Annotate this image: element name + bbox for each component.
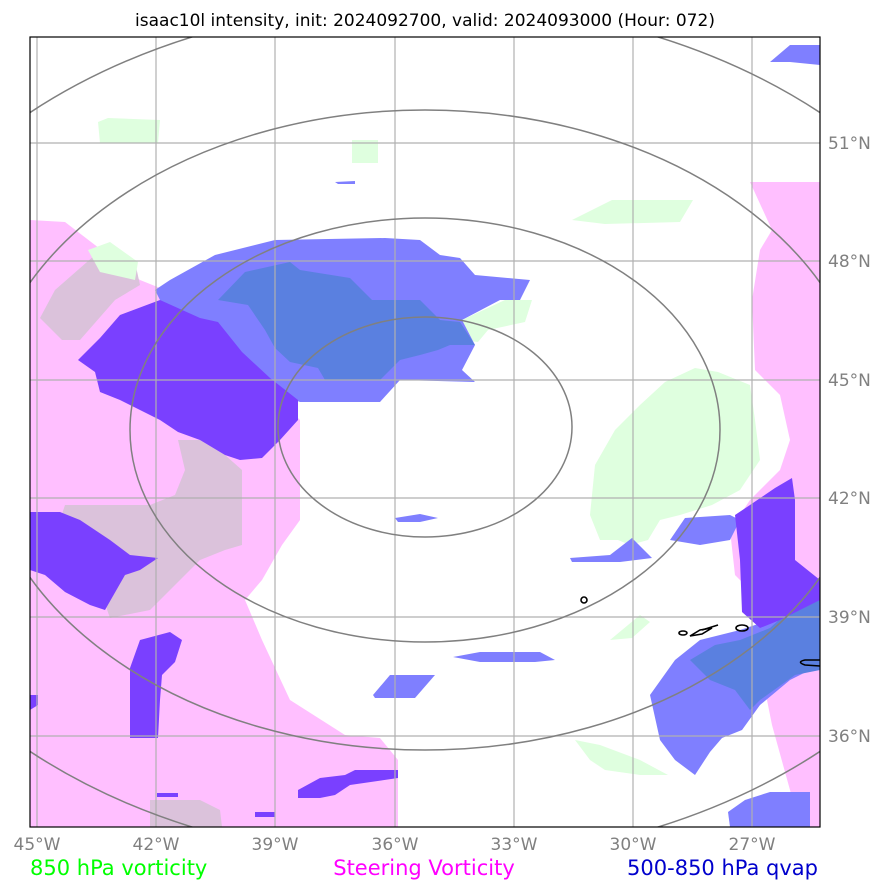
qvap-dark-region-edge: [30, 695, 38, 710]
map-frame: [29, 36, 821, 828]
contour-2: [678, 630, 688, 636]
qvap-region-strip-3: [373, 675, 435, 698]
overlap-region-south: [150, 800, 222, 827]
vorticity-850-region-1: [98, 118, 160, 143]
legend-850-vorticity: 850 hPa vorticity: [30, 856, 207, 880]
lat-label-39n: 39°N: [828, 608, 871, 628]
overlap-region-north: [40, 255, 140, 340]
contour-4: [701, 624, 719, 631]
contour-3: [689, 627, 713, 637]
legend-qvap: 500-850 hPa qvap: [627, 856, 818, 880]
qvap-region-east-1: [670, 515, 740, 545]
qvap-dark-region-tiny-2: [157, 793, 178, 797]
lon-label-33w: 33°W: [491, 835, 538, 855]
range-ring-2: [129, 217, 721, 643]
overlap-qvap-central: [218, 262, 475, 380]
qvap-region-strip-1: [570, 538, 652, 562]
contour-1: [580, 596, 588, 604]
qvap-region-strip-2: [453, 652, 555, 662]
contour-6: [799, 659, 820, 667]
vorticity-850-region-7: [610, 615, 650, 640]
qvap-dark-region-west: [30, 512, 158, 610]
contour-5: [735, 624, 749, 632]
range-ring-1: [277, 316, 573, 538]
lon-label-45w: 45°W: [14, 835, 61, 855]
qvap-region-strip-4: [395, 514, 438, 522]
grid-lines: [30, 37, 820, 827]
lon-label-42w: 42°W: [133, 835, 180, 855]
range-ring-3: [30, 109, 820, 751]
lat-label-42n: 42°N: [828, 489, 871, 509]
qvap-region-small-1: [335, 181, 355, 184]
lon-label-39w: 39°W: [252, 835, 299, 855]
qvap-region-north-east: [770, 45, 820, 65]
range-rings: [30, 37, 820, 827]
lat-label-48n: 48°N: [828, 252, 871, 272]
overlap-qvap-east: [690, 595, 820, 710]
qvap-region-south-east: [728, 792, 810, 827]
overlap-qvap-850-layer: [218, 262, 820, 710]
lat-label-51n: 51°N: [828, 134, 871, 154]
legend: 850 hPa vorticity Steering Vorticity 500…: [30, 856, 818, 880]
vorticity-850-region-2: [352, 140, 378, 163]
lon-label-36w: 36°W: [372, 835, 419, 855]
lat-label-36n: 36°N: [828, 727, 871, 747]
vorticity-850-region-8: [575, 740, 668, 775]
qvap-dark-region-strip: [298, 770, 398, 798]
intensity-contours: [580, 596, 820, 667]
lon-label-30w: 30°W: [610, 835, 657, 855]
qvap-dark-region-tiny-1: [255, 812, 275, 817]
longitude-labels: 45°W 42°W 39°W 36°W 33°W 30°W 27°W: [14, 835, 776, 855]
lon-label-27w: 27°W: [729, 835, 776, 855]
latitude-labels: 51°N 48°N 45°N 42°N 39°N 36°N: [828, 134, 871, 747]
lat-label-45n: 45°N: [828, 371, 871, 391]
legend-steering-vorticity: Steering Vorticity: [333, 856, 515, 880]
map-area: [30, 37, 820, 827]
qvap-dark-region-east: [735, 478, 820, 628]
map-title: isaac10l intensity, init: 2024092700, va…: [135, 11, 715, 31]
